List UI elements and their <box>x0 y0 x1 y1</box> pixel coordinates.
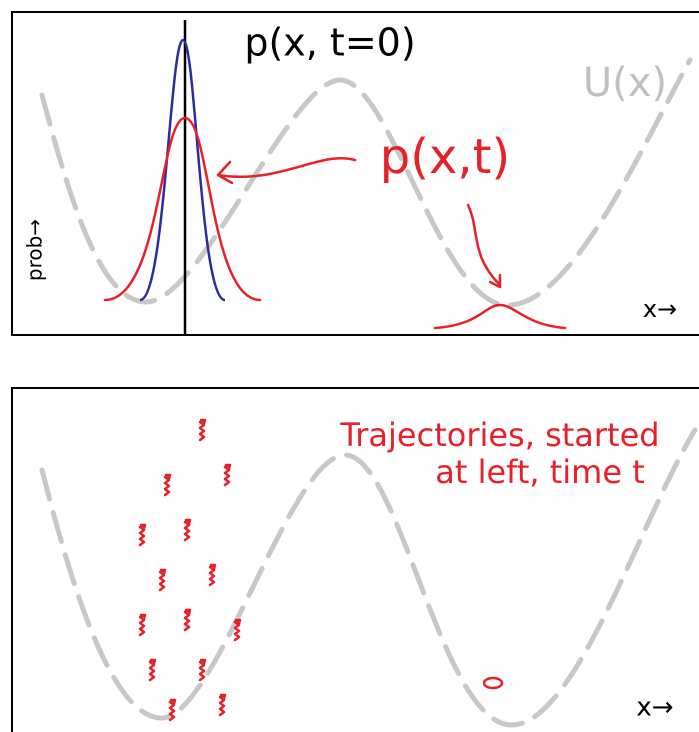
trajectory <box>138 523 147 547</box>
trajectory <box>208 563 217 587</box>
bottom-panel: Trajectories, started at left, time t x→ <box>11 387 699 732</box>
panel-frame <box>11 387 699 732</box>
pointer-arrow <box>216 157 357 185</box>
trajectory <box>223 463 232 487</box>
trajectory <box>482 676 504 690</box>
early-distribution <box>139 38 226 302</box>
y-axis-label: prob→ <box>23 219 47 281</box>
annotation: at left, time t <box>435 453 645 491</box>
trajectory <box>138 613 147 637</box>
trajectory <box>198 658 207 682</box>
trajectory <box>163 473 172 497</box>
x-axis-label: x→ <box>643 295 677 323</box>
top-panel: p(x, t=0) U(x) p(x,t) prob→ x→ <box>11 11 699 336</box>
trajectory <box>183 518 192 542</box>
annotation: Trajectories, started <box>339 416 659 454</box>
left-distribution <box>103 116 262 302</box>
panel-frame <box>11 11 699 336</box>
title: p(x, t=0) <box>244 21 415 65</box>
trajectory <box>148 658 157 682</box>
potential-curve <box>39 427 698 728</box>
potential-curve <box>39 57 693 308</box>
potential-label: U(x) <box>583 60 667 106</box>
trajectory <box>158 568 167 592</box>
trajectories <box>138 418 242 722</box>
trajectory <box>198 418 207 442</box>
trajectory <box>218 693 227 717</box>
right-distribution <box>433 303 567 330</box>
trajectory <box>233 618 242 642</box>
trajectory <box>183 608 192 632</box>
x-axis-label: x→ <box>636 693 673 723</box>
distribution-label: p(x,t) <box>380 129 510 185</box>
pointer-arrow <box>466 203 502 289</box>
